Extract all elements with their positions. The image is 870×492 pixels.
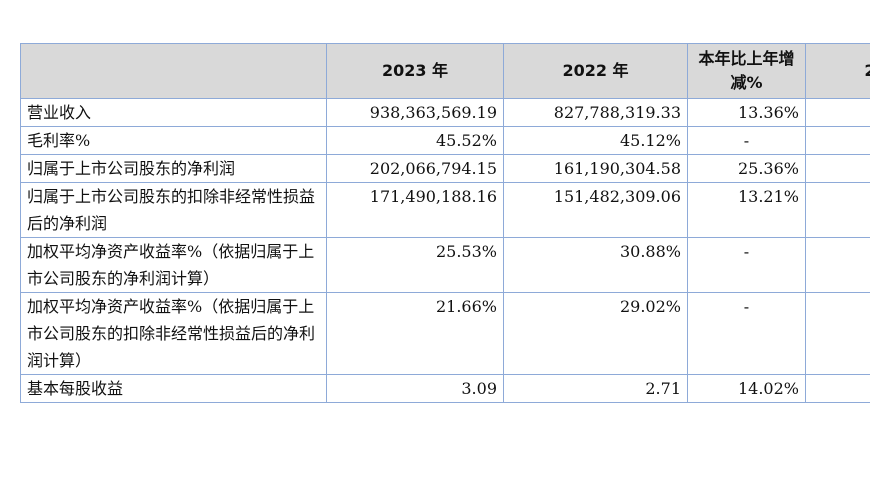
row-label: 基本每股收益 [20, 374, 327, 403]
value-cell: 25.36% [687, 154, 806, 183]
value-cell: 149,07 [805, 182, 870, 238]
value-cell: - [687, 292, 806, 375]
value-cell: 13.36% [687, 98, 806, 127]
value-cell: 14.02% [687, 374, 806, 403]
value-cell: 2.71 [503, 374, 688, 403]
value-cell: 45.12% [503, 126, 688, 155]
value-cell: 803,32 [805, 98, 870, 127]
header-cell: 2023 年 [326, 43, 504, 99]
table-row: 归属于上市公司股东的净利润 202,066,794.15 161,190,304.5… [20, 154, 870, 183]
value-cell: 3.09 [326, 374, 504, 403]
header-cell: 2022 年 [503, 43, 688, 99]
row-label: 归属于上市公司股东的扣除非经常性损益后的净利润 [20, 182, 327, 238]
row-label: 加权平均净资产收益率%（依据归属于上市公司股东的净利润计算） [20, 237, 327, 293]
row-label: 营业收入 [20, 98, 327, 127]
value-cell: 25.53% [326, 237, 504, 293]
row-label: 加权平均净资产收益率%（依据归属于上市公司股东的扣除非经常性损益后的净利润计算） [20, 292, 327, 375]
row-label: 归属于上市公司股东的净利润 [20, 154, 327, 183]
value-cell [805, 374, 870, 403]
table-row: 营业收入938,363,569.19827,788,319.3313.36%80… [20, 98, 870, 127]
value-cell: - [687, 237, 806, 293]
value-cell: 30.88% [503, 237, 688, 293]
value-cell: - [687, 126, 806, 155]
value-cell: 21.66% [326, 292, 504, 375]
row-label: 毛利率% [20, 126, 327, 155]
value-cell: 45.52% [326, 126, 504, 155]
header-cell: 本年比上年增减% [687, 43, 806, 99]
value-cell: 171,490,188.16 [326, 182, 504, 238]
value-cell: 29.02% [503, 292, 688, 375]
value-cell: 161,190,304.58 [503, 154, 688, 183]
value-cell [805, 126, 870, 155]
value-cell: 151,482,309.06 [503, 182, 688, 238]
table-body: 营业收入938,363,569.19827,788,319.3313.36%80… [20, 98, 870, 403]
table-row: 归属于上市公司股东的扣除非经常性损益后的净利润 171,490,188.16 151… [20, 182, 870, 238]
value-cell: 13.21% [687, 182, 806, 238]
table-row: 毛利率% 45.52% 45.12% - [20, 126, 870, 155]
value-cell [805, 292, 870, 375]
table-row: 基本每股收益 3.09 2.71 14.02% [20, 374, 870, 403]
value-cell: 202,066,794.15 [326, 154, 504, 183]
header-cell [20, 43, 327, 99]
value-cell: 827,788,319.33 [503, 98, 688, 127]
table-row: 加权平均净资产收益率%（依据归属于上市公司股东的扣除非经常性损益后的净利润计算）… [20, 292, 870, 375]
table-row: 加权平均净资产收益率%（依据归属于上市公司股东的净利润计算） 25.53% 30.8… [20, 237, 870, 293]
value-cell [805, 237, 870, 293]
value-cell: 938,363,569.19 [326, 98, 504, 127]
header-cell: 20 [805, 43, 870, 99]
value-cell: 155,14 [805, 154, 870, 183]
